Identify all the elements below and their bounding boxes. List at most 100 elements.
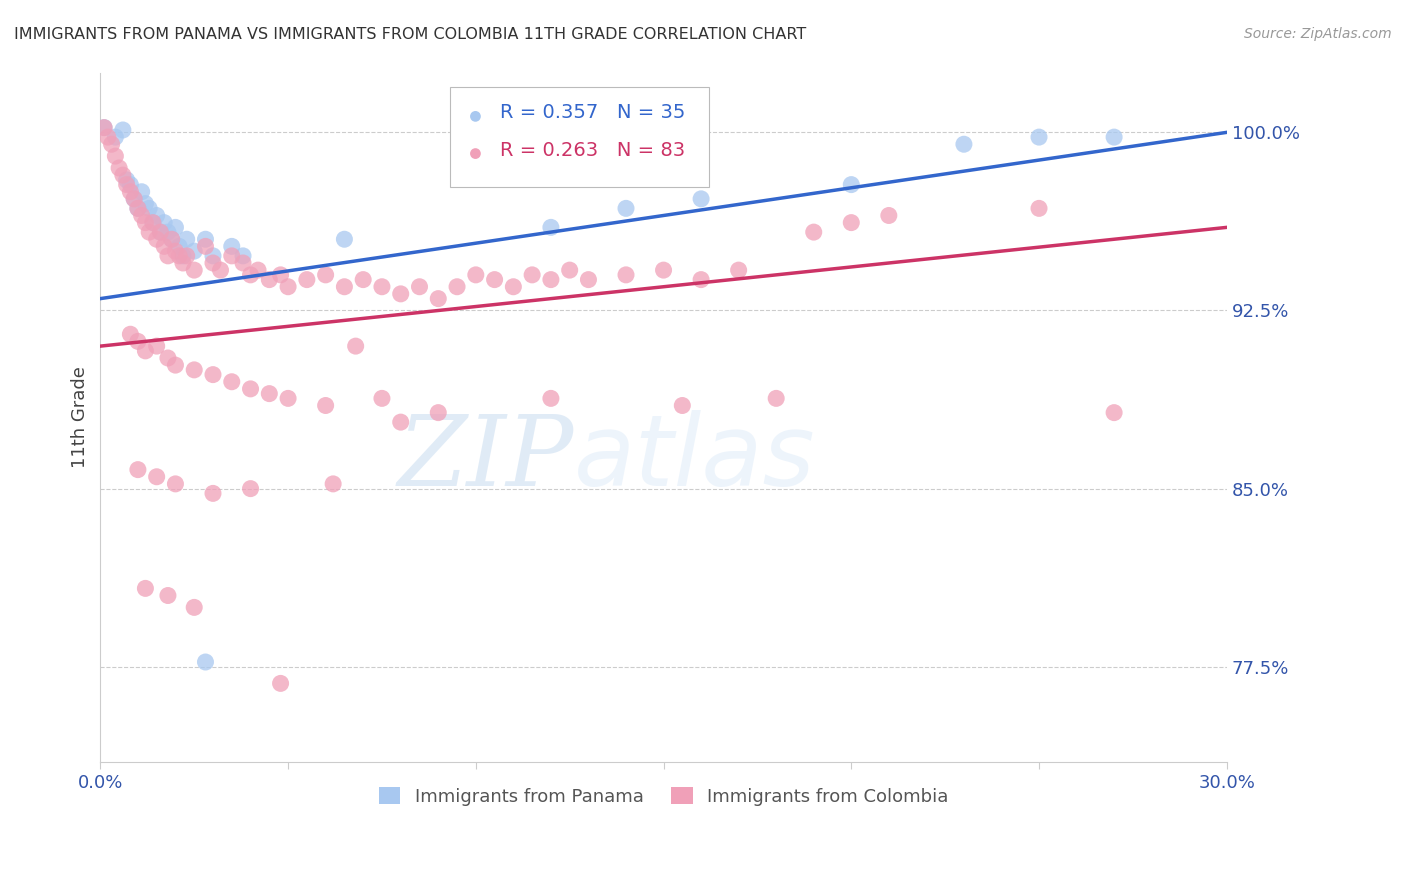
- Point: [352, 272, 374, 286]
- Point: [408, 279, 430, 293]
- Point: [333, 279, 356, 293]
- Point: [127, 334, 149, 349]
- Point: [502, 279, 524, 293]
- Text: ZIP: ZIP: [396, 411, 574, 507]
- Point: [127, 462, 149, 476]
- Point: [149, 225, 172, 239]
- Point: [104, 149, 127, 163]
- Point: [427, 406, 450, 420]
- Point: [165, 476, 187, 491]
- Point: [277, 279, 299, 293]
- Point: [201, 249, 224, 263]
- Point: [145, 232, 167, 246]
- Point: [1340, 403, 1362, 417]
- Point: [176, 232, 198, 246]
- Point: [614, 268, 637, 282]
- Point: [1340, 275, 1362, 289]
- Point: [93, 120, 115, 135]
- Point: [389, 286, 412, 301]
- Point: [221, 375, 243, 389]
- Point: [194, 655, 217, 669]
- Point: [138, 225, 160, 239]
- Point: [160, 232, 183, 246]
- Point: [127, 202, 149, 216]
- Point: [149, 225, 172, 239]
- Point: [877, 209, 900, 223]
- Point: [1028, 130, 1050, 145]
- Point: [259, 272, 281, 286]
- Point: [315, 399, 337, 413]
- Point: [108, 161, 131, 175]
- Point: [97, 130, 120, 145]
- Point: [156, 225, 179, 239]
- Point: [131, 209, 153, 223]
- FancyBboxPatch shape: [450, 87, 709, 186]
- Point: [690, 272, 713, 286]
- Point: [239, 482, 262, 496]
- Point: [194, 239, 217, 253]
- Point: [614, 202, 637, 216]
- Point: [1028, 202, 1050, 216]
- Point: [165, 220, 187, 235]
- Point: [93, 120, 115, 135]
- Point: [172, 256, 194, 270]
- Point: [153, 216, 176, 230]
- Point: [156, 589, 179, 603]
- Point: [671, 399, 693, 413]
- Point: [578, 272, 600, 286]
- Point: [484, 272, 506, 286]
- Point: [446, 279, 468, 293]
- Point: [165, 358, 187, 372]
- Point: [120, 178, 142, 192]
- Point: [160, 232, 183, 246]
- Point: [127, 202, 149, 216]
- Point: [172, 249, 194, 263]
- Point: [145, 209, 167, 223]
- Point: [371, 392, 394, 406]
- Point: [134, 216, 156, 230]
- Point: [194, 232, 217, 246]
- Point: [167, 239, 190, 253]
- Point: [111, 168, 134, 182]
- Point: [839, 216, 862, 230]
- Point: [239, 382, 262, 396]
- Text: R = 0.357   N = 35: R = 0.357 N = 35: [501, 103, 686, 122]
- Point: [315, 268, 337, 282]
- Point: [131, 185, 153, 199]
- Point: [156, 351, 179, 365]
- Point: [427, 292, 450, 306]
- Point: [1102, 130, 1125, 145]
- Point: [183, 263, 205, 277]
- Point: [371, 279, 394, 293]
- Point: [142, 216, 165, 230]
- Text: IMMIGRANTS FROM PANAMA VS IMMIGRANTS FROM COLOMBIA 11TH GRADE CORRELATION CHART: IMMIGRANTS FROM PANAMA VS IMMIGRANTS FRO…: [14, 27, 806, 42]
- Text: Source: ZipAtlas.com: Source: ZipAtlas.com: [1244, 27, 1392, 41]
- Point: [232, 256, 254, 270]
- Point: [176, 249, 198, 263]
- Point: [142, 216, 165, 230]
- Point: [839, 178, 862, 192]
- Y-axis label: 11th Grade: 11th Grade: [72, 367, 89, 468]
- Point: [558, 263, 581, 277]
- Point: [122, 192, 145, 206]
- Point: [727, 263, 749, 277]
- Point: [464, 268, 486, 282]
- Point: [221, 239, 243, 253]
- Point: [156, 249, 179, 263]
- Point: [201, 256, 224, 270]
- Point: [167, 249, 190, 263]
- Point: [389, 415, 412, 429]
- Point: [270, 676, 292, 690]
- Point: [277, 392, 299, 406]
- Point: [165, 244, 187, 259]
- Point: [333, 232, 356, 246]
- Point: [120, 327, 142, 342]
- Point: [232, 249, 254, 263]
- Point: [153, 239, 176, 253]
- Point: [765, 392, 787, 406]
- Point: [120, 185, 142, 199]
- Text: R = 0.263   N = 83: R = 0.263 N = 83: [501, 141, 685, 160]
- Point: [183, 244, 205, 259]
- Point: [134, 196, 156, 211]
- Point: [652, 263, 675, 277]
